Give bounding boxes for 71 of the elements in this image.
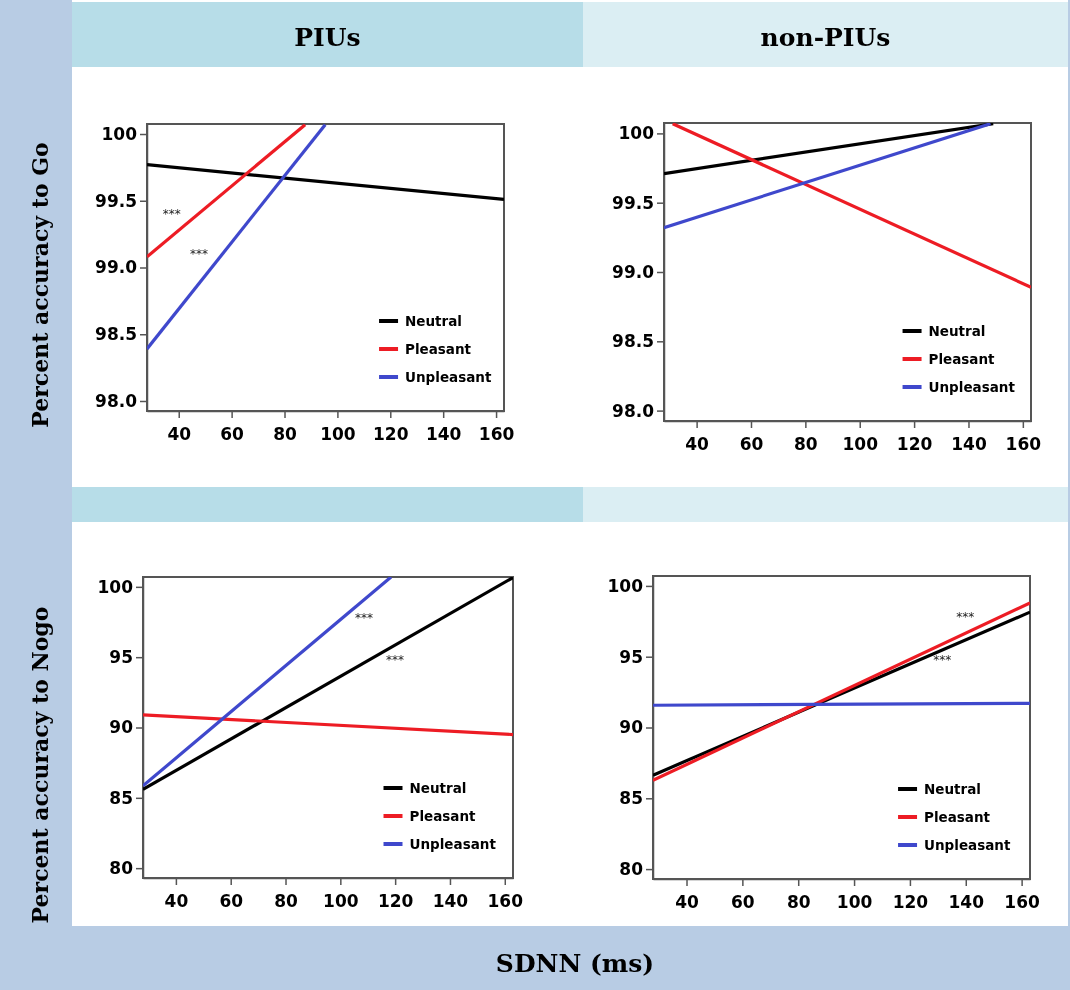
y-tick-label: 100 (101, 123, 138, 144)
annotation: *** (190, 247, 209, 262)
x-tick-label: 80 (273, 423, 297, 444)
x-tick-label: 120 (892, 891, 929, 912)
x-tick-label: 140 (948, 891, 985, 912)
x-tick-label: 100 (320, 423, 356, 444)
y-tick-label: 98.5 (95, 324, 137, 345)
legend-label: Unpleasant (405, 369, 492, 385)
x-tick-label: 40 (167, 423, 192, 444)
x-tick-label: 40 (675, 891, 699, 912)
x-tick-label: 40 (164, 890, 189, 911)
x-tick-label: 140 (951, 433, 987, 454)
y-tick-label: 100 (618, 123, 655, 144)
x-tick-label: 80 (786, 891, 811, 912)
annotation: *** (162, 206, 181, 221)
legend-label: Pleasant (924, 809, 991, 825)
y-tick-label: 98.5 (612, 331, 654, 352)
x-tick-label: 100 (842, 433, 879, 454)
y-axis-title: Percent accuracy to Go (27, 142, 53, 428)
x-tick-label: 120 (377, 890, 414, 911)
annotation: *** (933, 653, 952, 668)
y-tick-label: 99.0 (95, 257, 138, 278)
x-tick-label: 140 (432, 890, 469, 911)
x-tick-label: 100 (323, 890, 359, 911)
y-axis-title: Percent accuracy to Nogo (27, 606, 53, 924)
x-tick-label: 80 (794, 433, 818, 454)
x-tick-label: 60 (731, 891, 755, 912)
legend-label: Neutral (924, 781, 981, 797)
x-axis-title: SDNN (ms) (495, 949, 655, 978)
x-tick-label: 160 (487, 890, 524, 911)
legend-label: Unpleasant (409, 836, 497, 852)
chart-title: PIUs (294, 23, 361, 52)
x-tick-label: 160 (1004, 891, 1041, 912)
y-tick-label: 100 (97, 576, 134, 597)
x-tick-label: 160 (478, 423, 515, 444)
annotation: *** (385, 652, 404, 667)
chart-title: non-PIUs (760, 23, 891, 52)
y-tick-label: 99.0 (612, 261, 655, 282)
x-tick-label: 60 (219, 890, 244, 911)
y-tick-label: 99.5 (95, 190, 137, 211)
y-tick-label: 100 (607, 575, 644, 596)
y-tick-label: 90 (619, 717, 644, 738)
legend-label: Neutral (405, 313, 462, 329)
x-tick-label: 160 (1005, 433, 1042, 454)
annotation: *** (956, 610, 975, 624)
y-tick-label: 80 (109, 858, 134, 879)
y-tick-label: 85 (619, 788, 643, 809)
legend-label: Unpleasant (924, 837, 1011, 853)
y-tick-label: 98.0 (612, 400, 655, 421)
y-tick-label: 90 (109, 717, 134, 738)
y-tick-label: 98.0 (95, 390, 138, 411)
x-tick-label: 60 (739, 433, 764, 454)
legend-label: Pleasant (409, 808, 477, 824)
legend-label: Neutral (928, 323, 986, 339)
y-tick-label: 85 (109, 787, 133, 808)
y-tick-label: 80 (619, 859, 644, 880)
legend-label: Neutral (409, 780, 467, 796)
annotation: *** (354, 611, 373, 626)
y-tick-label: 99.5 (612, 192, 654, 213)
legend-label: Pleasant (405, 341, 472, 357)
x-tick-label: 40 (685, 433, 710, 454)
y-tick-label: 95 (109, 647, 133, 668)
x-tick-label: 140 (425, 423, 462, 444)
y-tick-label: 95 (619, 646, 643, 667)
legend-label: Unpleasant (928, 379, 1016, 395)
legend-label: Pleasant (928, 351, 996, 367)
x-tick-label: 60 (220, 423, 245, 444)
x-tick-label: 120 (896, 433, 933, 454)
x-tick-label: 120 (373, 423, 409, 444)
x-tick-label: 100 (836, 891, 873, 912)
x-tick-label: 80 (274, 890, 299, 911)
